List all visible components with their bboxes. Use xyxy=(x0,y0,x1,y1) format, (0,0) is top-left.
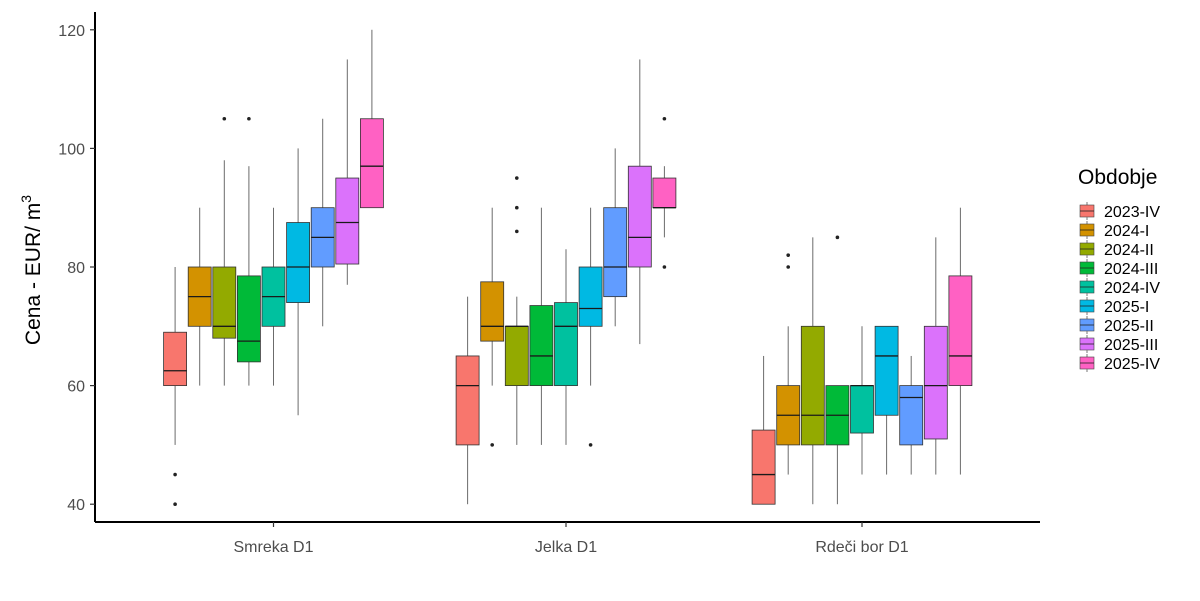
box-2025-II-Rdeči-bor-D1 xyxy=(899,355,924,475)
outlier-point xyxy=(173,502,177,507)
legend-item: 2025-I xyxy=(1079,297,1149,316)
box-body xyxy=(603,207,628,298)
y-axis-title-superscript: 3 xyxy=(18,195,34,203)
legend-item: 2024-II xyxy=(1079,240,1154,259)
legend-item: 2023-IV xyxy=(1079,202,1160,221)
box-2025-II-Smreka-D1 xyxy=(310,118,335,327)
box-2025-I-Jelka-D1 xyxy=(578,207,603,447)
box-body xyxy=(578,266,603,327)
box-2025-III-Jelka-D1 xyxy=(627,59,652,345)
box-2024-II-Smreka-D1 xyxy=(212,116,237,386)
legend-label: 2024-IV xyxy=(1104,280,1160,297)
box-body xyxy=(212,266,237,339)
outlier-point xyxy=(515,229,519,234)
outlier-point xyxy=(515,176,519,180)
y-axis-title-main: Cena - EUR/ m xyxy=(22,203,45,345)
legend-label: 2024-II xyxy=(1104,242,1154,259)
box-2024-IV-Rdeči-bor-D1 xyxy=(850,326,874,475)
y-axis-title: Cena - EUR/ m3 xyxy=(18,195,45,345)
box-2024-II-Jelka-D1 xyxy=(504,176,529,445)
box-2023-IV-Smreka-D1 xyxy=(163,267,188,507)
legend-item: 2024-I xyxy=(1079,221,1149,240)
box-2023-IV-Rdeči-bor-D1 xyxy=(751,355,776,505)
outlier-point xyxy=(662,265,667,269)
box-2025-III-Smreka-D1 xyxy=(335,59,360,285)
outlier-point xyxy=(222,116,227,121)
box-2025-II-Jelka-D1 xyxy=(603,148,628,327)
legend-title: Obdobje xyxy=(1078,166,1157,189)
legend-label: 2025-I xyxy=(1104,299,1149,316)
box-2024-I-Rdeči-bor-D1 xyxy=(776,253,801,475)
legend-label: 2024-III xyxy=(1104,261,1158,278)
outlier-point xyxy=(247,116,251,121)
box-2025-I-Smreka-D1 xyxy=(286,148,311,416)
outlier-point xyxy=(786,265,790,269)
box-body xyxy=(359,118,384,209)
box-2024-IV-Jelka-D1 xyxy=(554,249,578,445)
y-tick-label: 100 xyxy=(58,141,85,158)
outlier-point xyxy=(515,205,519,210)
legend-item: 2025-III xyxy=(1079,335,1158,354)
legend-item: 2024-III xyxy=(1079,259,1158,278)
legend-item: 2024-IV xyxy=(1079,278,1160,297)
box-body xyxy=(652,177,677,209)
box-2025-III-Rdeči-bor-D1 xyxy=(923,237,948,475)
box-2025-IV-Smreka-D1 xyxy=(359,29,384,209)
box-body xyxy=(236,275,261,363)
x-tick-label: Rdeči bor D1 xyxy=(815,539,908,556)
box-body xyxy=(504,325,529,387)
legend-label: 2023-IV xyxy=(1104,204,1160,221)
box-2024-I-Jelka-D1 xyxy=(480,207,505,447)
box-body xyxy=(751,429,776,505)
y-tick-label: 80 xyxy=(67,260,85,277)
box-2024-III-Rdeči-bor-D1 xyxy=(825,235,850,505)
box-body xyxy=(163,331,188,387)
legend-label: 2025-IV xyxy=(1104,356,1160,373)
box-body xyxy=(899,385,924,446)
box-2025-IV-Rdeči-bor-D1 xyxy=(948,207,973,475)
box-2024-I-Smreka-D1 xyxy=(187,207,212,386)
box-body xyxy=(480,281,505,342)
outlier-point xyxy=(490,443,495,447)
box-2024-III-Smreka-D1 xyxy=(236,116,261,386)
box-2024-II-Rdeči-bor-D1 xyxy=(800,237,825,505)
outlier-point xyxy=(835,235,840,240)
x-tick-label: Jelka D1 xyxy=(535,539,597,556)
plot-area: 40 60 80 100 120 Smreka D1 Jelka D1 Rdeči bor D… xyxy=(58,12,1040,556)
y-axis-title-text: Cena - EUR/ m3 xyxy=(18,195,45,345)
box-body xyxy=(627,165,652,268)
legend: Obdobje 2023-IV 2024-I 2024-II 2024-III 2024… xyxy=(1078,166,1160,373)
box-2025-I-Rdeči-bor-D1 xyxy=(874,325,899,475)
box-2023-IV-Jelka-D1 xyxy=(455,296,480,505)
outlier-point xyxy=(786,253,790,257)
box-body xyxy=(948,275,973,387)
y-tick-label: 60 xyxy=(67,379,85,396)
legend-label: 2025-II xyxy=(1104,318,1154,335)
box-body xyxy=(923,325,948,440)
legend-label: 2024-I xyxy=(1104,223,1149,240)
box-body xyxy=(455,355,480,446)
y-tick-label: 120 xyxy=(58,23,85,40)
box-body xyxy=(850,385,874,434)
box-body xyxy=(335,177,360,265)
legend-item: 2025-II xyxy=(1079,316,1154,335)
box-body xyxy=(554,302,578,387)
box-body xyxy=(286,222,311,303)
legend-label: 2025-III xyxy=(1104,337,1158,354)
legend-item: 2025-IV xyxy=(1079,354,1160,373)
box-2025-IV-Jelka-D1 xyxy=(652,116,677,269)
outlier-point xyxy=(588,443,593,447)
x-tick-label: Smreka D1 xyxy=(233,539,313,556)
y-tick-label: 40 xyxy=(67,497,85,514)
box-body xyxy=(874,325,899,416)
box-2024-III-Jelka-D1 xyxy=(529,207,554,445)
box-body xyxy=(529,305,554,387)
outlier-point xyxy=(173,472,177,477)
box-body xyxy=(800,325,825,446)
box-2024-IV-Smreka-D1 xyxy=(261,207,286,386)
outlier-point xyxy=(662,116,667,121)
